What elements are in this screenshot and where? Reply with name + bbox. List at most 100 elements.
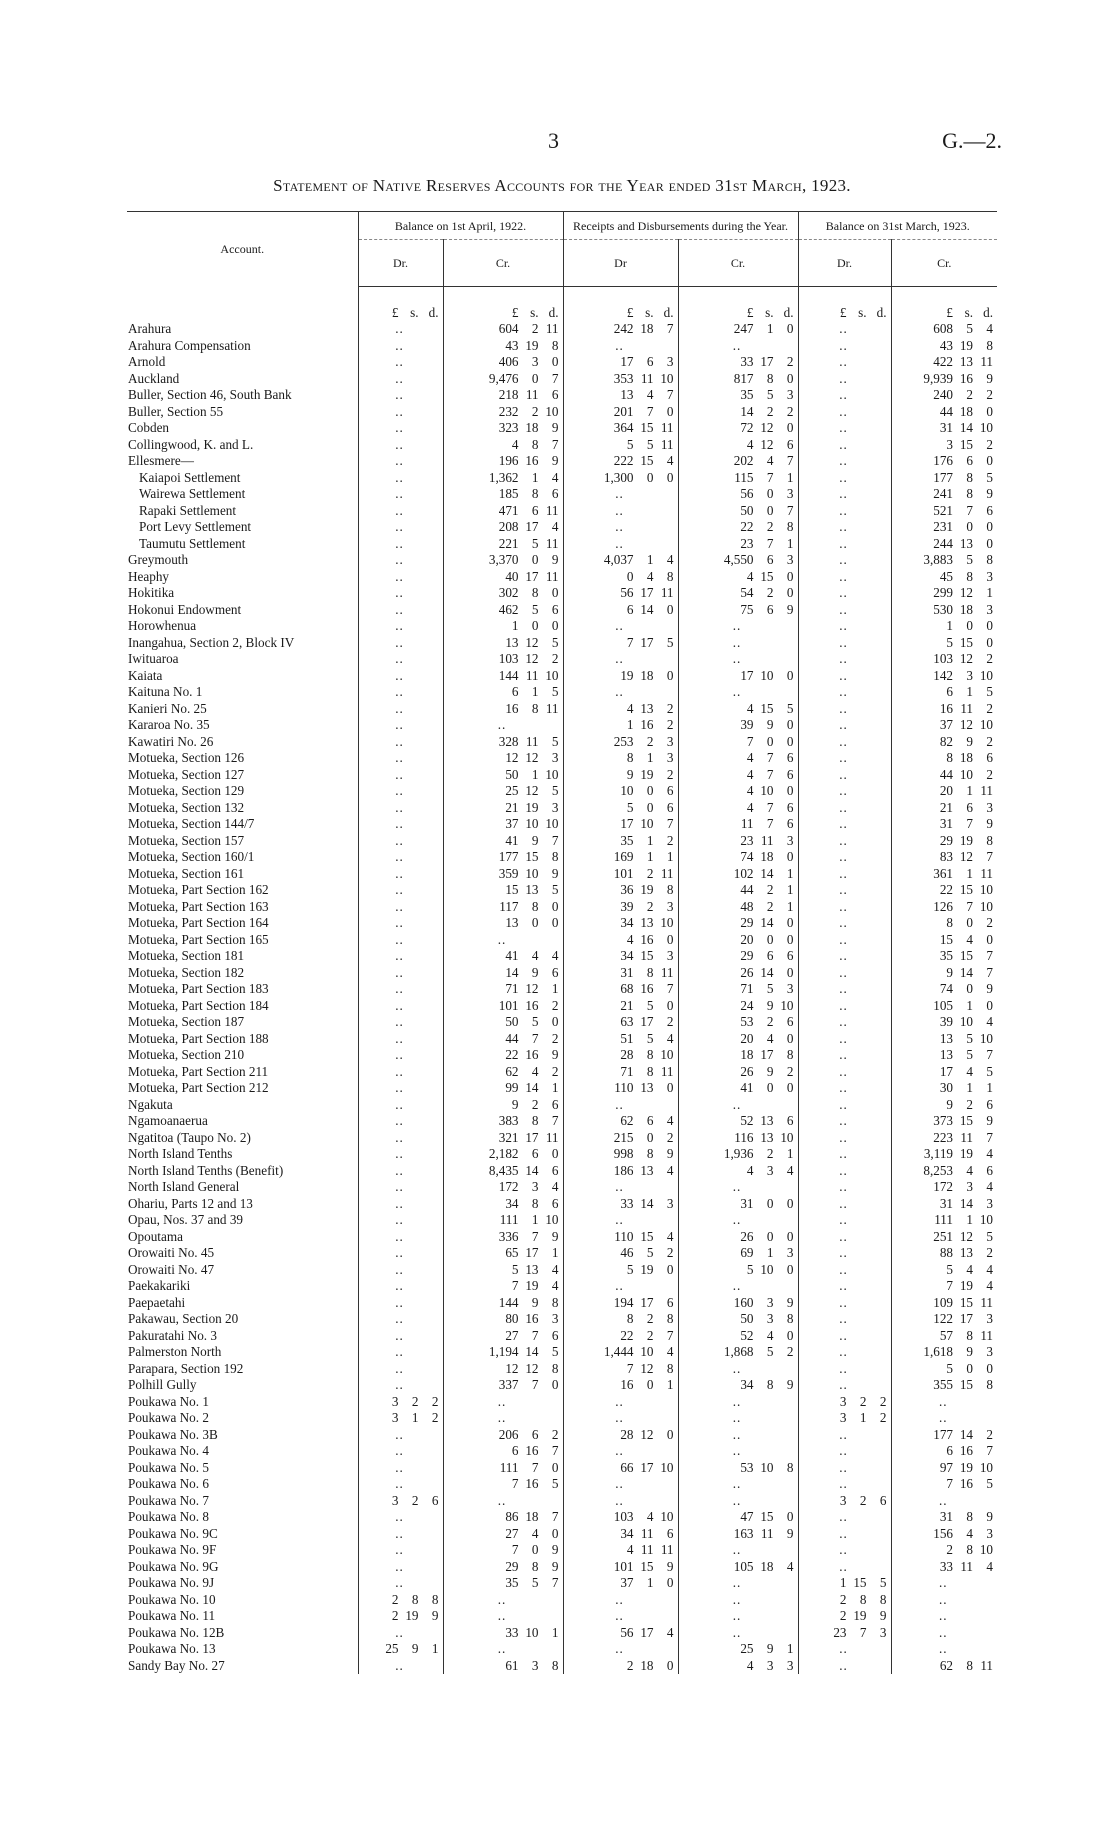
pence: 9 [551,865,559,881]
opening-cr-cell: 2,182 6 0 [442,1146,564,1163]
closing-dr-cell: .. [797,1212,892,1229]
shillings: 10 [525,816,539,831]
opening-dr-cell: .. [357,948,443,965]
pounds: 44 [939,766,954,782]
receipts-dr-cell: .. [562,502,679,519]
closing-cr-cell: 6 16 7 [890,1443,998,1460]
pence: 7 [986,1129,994,1145]
table-row: Motueka, Section 181.. 41 4 4 34 15 3 29 6 6.. 35 1… [127,948,998,965]
pence: 0 [986,997,994,1013]
pence-unit: d. [876,305,887,320]
shillings: 17 [640,585,654,600]
shillings: 17 [640,1294,654,1310]
opening-dr-cell: .. [357,766,443,783]
nil-marker: .. [615,1492,624,1508]
nil-marker: .. [395,420,404,435]
pence: 3 [666,1195,674,1211]
opening-cr-cell: 15 13 5 [442,882,564,899]
receipts-cr-cell: 22 2 8 [677,519,799,536]
table-row: Ellesmere—.. 196 16 9 222 15 4 202 4 7.. 176 6 0 [127,453,998,470]
pounds: 35 [620,832,634,848]
opening-cr-cell: 5 13 4 [442,1261,564,1278]
pounds: 5 [946,1360,954,1376]
closing-dr-cell: .. [797,931,892,948]
pounds: 25 [385,1641,399,1656]
pounds: 62 [939,1657,954,1673]
nil-marker: .. [839,1080,848,1095]
shillings: 13 [959,1245,974,1260]
shillings: 4 [966,931,974,947]
amount: 14 9 6 [446,965,558,982]
amount: 7 16 5 [446,1476,559,1493]
shillings: 15 [959,1294,974,1310]
receipts-cr-cell: .. [677,1096,799,1113]
closing-cr-cell: 608 5 4 [890,321,998,338]
amount: 194 17 6 [566,1295,674,1312]
shillings: 0 [766,502,774,518]
pence: 10 [979,1212,994,1227]
opening-dr-cell: .. [357,469,443,486]
closing-dr-cell: .. [797,832,892,849]
pence: 4 [666,1030,674,1046]
shillings: 4 [531,948,539,963]
nil-marker: .. [395,1278,404,1293]
pounds: 232 [498,403,519,419]
opening-cr-cell: 101 16 2 [442,997,564,1014]
pounds: 31 [939,816,954,831]
nil-marker: .. [839,1129,848,1145]
opening-dr-cell: .. [357,1195,443,1212]
closing-dr-cell: .. [797,684,892,701]
receipts-cr-cell: .. [677,1492,799,1509]
shillings: 12 [959,585,974,600]
opening-cr-cell: 40 17 11 [442,568,564,585]
nil-marker: .. [395,1327,404,1343]
shillings: 11 [525,387,539,402]
pence: 5 [986,1476,994,1491]
pence: 8 [879,1591,887,1607]
pence: 4 [666,453,674,468]
amount: 45 8 3 [894,569,993,586]
nil-marker: .. [395,486,404,501]
amount: 37 12 10 [894,717,993,734]
table-row: North Island Tenths (Benefit).. 8,435 14 6 1… [127,1162,998,1179]
pounds: 20 [740,1030,754,1046]
nil-marker: .. [395,1476,404,1491]
pounds: 71 [740,981,754,996]
pence: 9 [551,1542,559,1557]
closing-dr-cell: .. [797,1030,892,1047]
opening-cr-cell: 221 5 11 [442,535,564,552]
amount: 103 12 2 [894,651,993,668]
shillings: 8 [646,1146,654,1161]
account-name: Hokitika [128,585,175,600]
opening-cr-cell: 27 4 0 [442,1525,564,1542]
account-name: Greymouth [128,552,189,567]
nil-marker: .. [839,1476,848,1491]
receipts-dr-cell: 21 5 0 [562,997,679,1014]
nil-marker: .. [395,552,404,567]
amount: 103 4 10 [566,1509,674,1526]
opening-dr-cell: .. [357,783,443,800]
amount: 35 15 7 [894,948,993,965]
closing-cr-cell: 97 19 10 [890,1459,998,1476]
table-row: Rapaki Settlement.. 471 6 11.. 50 0 7.. 521 7 6 [127,502,998,519]
nil-marker: .. [732,1393,742,1409]
shillings: 4 [966,1063,974,1079]
nil-marker: .. [395,634,404,650]
table-row: Poukawa No. 9J.. 35 5 7 37 1 0.. 1 15 5.. [127,1575,998,1592]
nil-marker: .. [839,618,848,633]
shillings: 14 [525,1344,539,1359]
opening-cr-cell: 3,370 0 9 [442,552,564,569]
pence: 11 [545,568,559,584]
closing-cr-cell: 177 14 2 [890,1426,998,1443]
shillings: 14 [525,1162,539,1178]
shillings: 5 [966,1030,974,1046]
pence: 0 [786,568,794,584]
nil-marker: .. [839,832,848,848]
opening-cr-cell: 103 12 2 [442,651,564,668]
